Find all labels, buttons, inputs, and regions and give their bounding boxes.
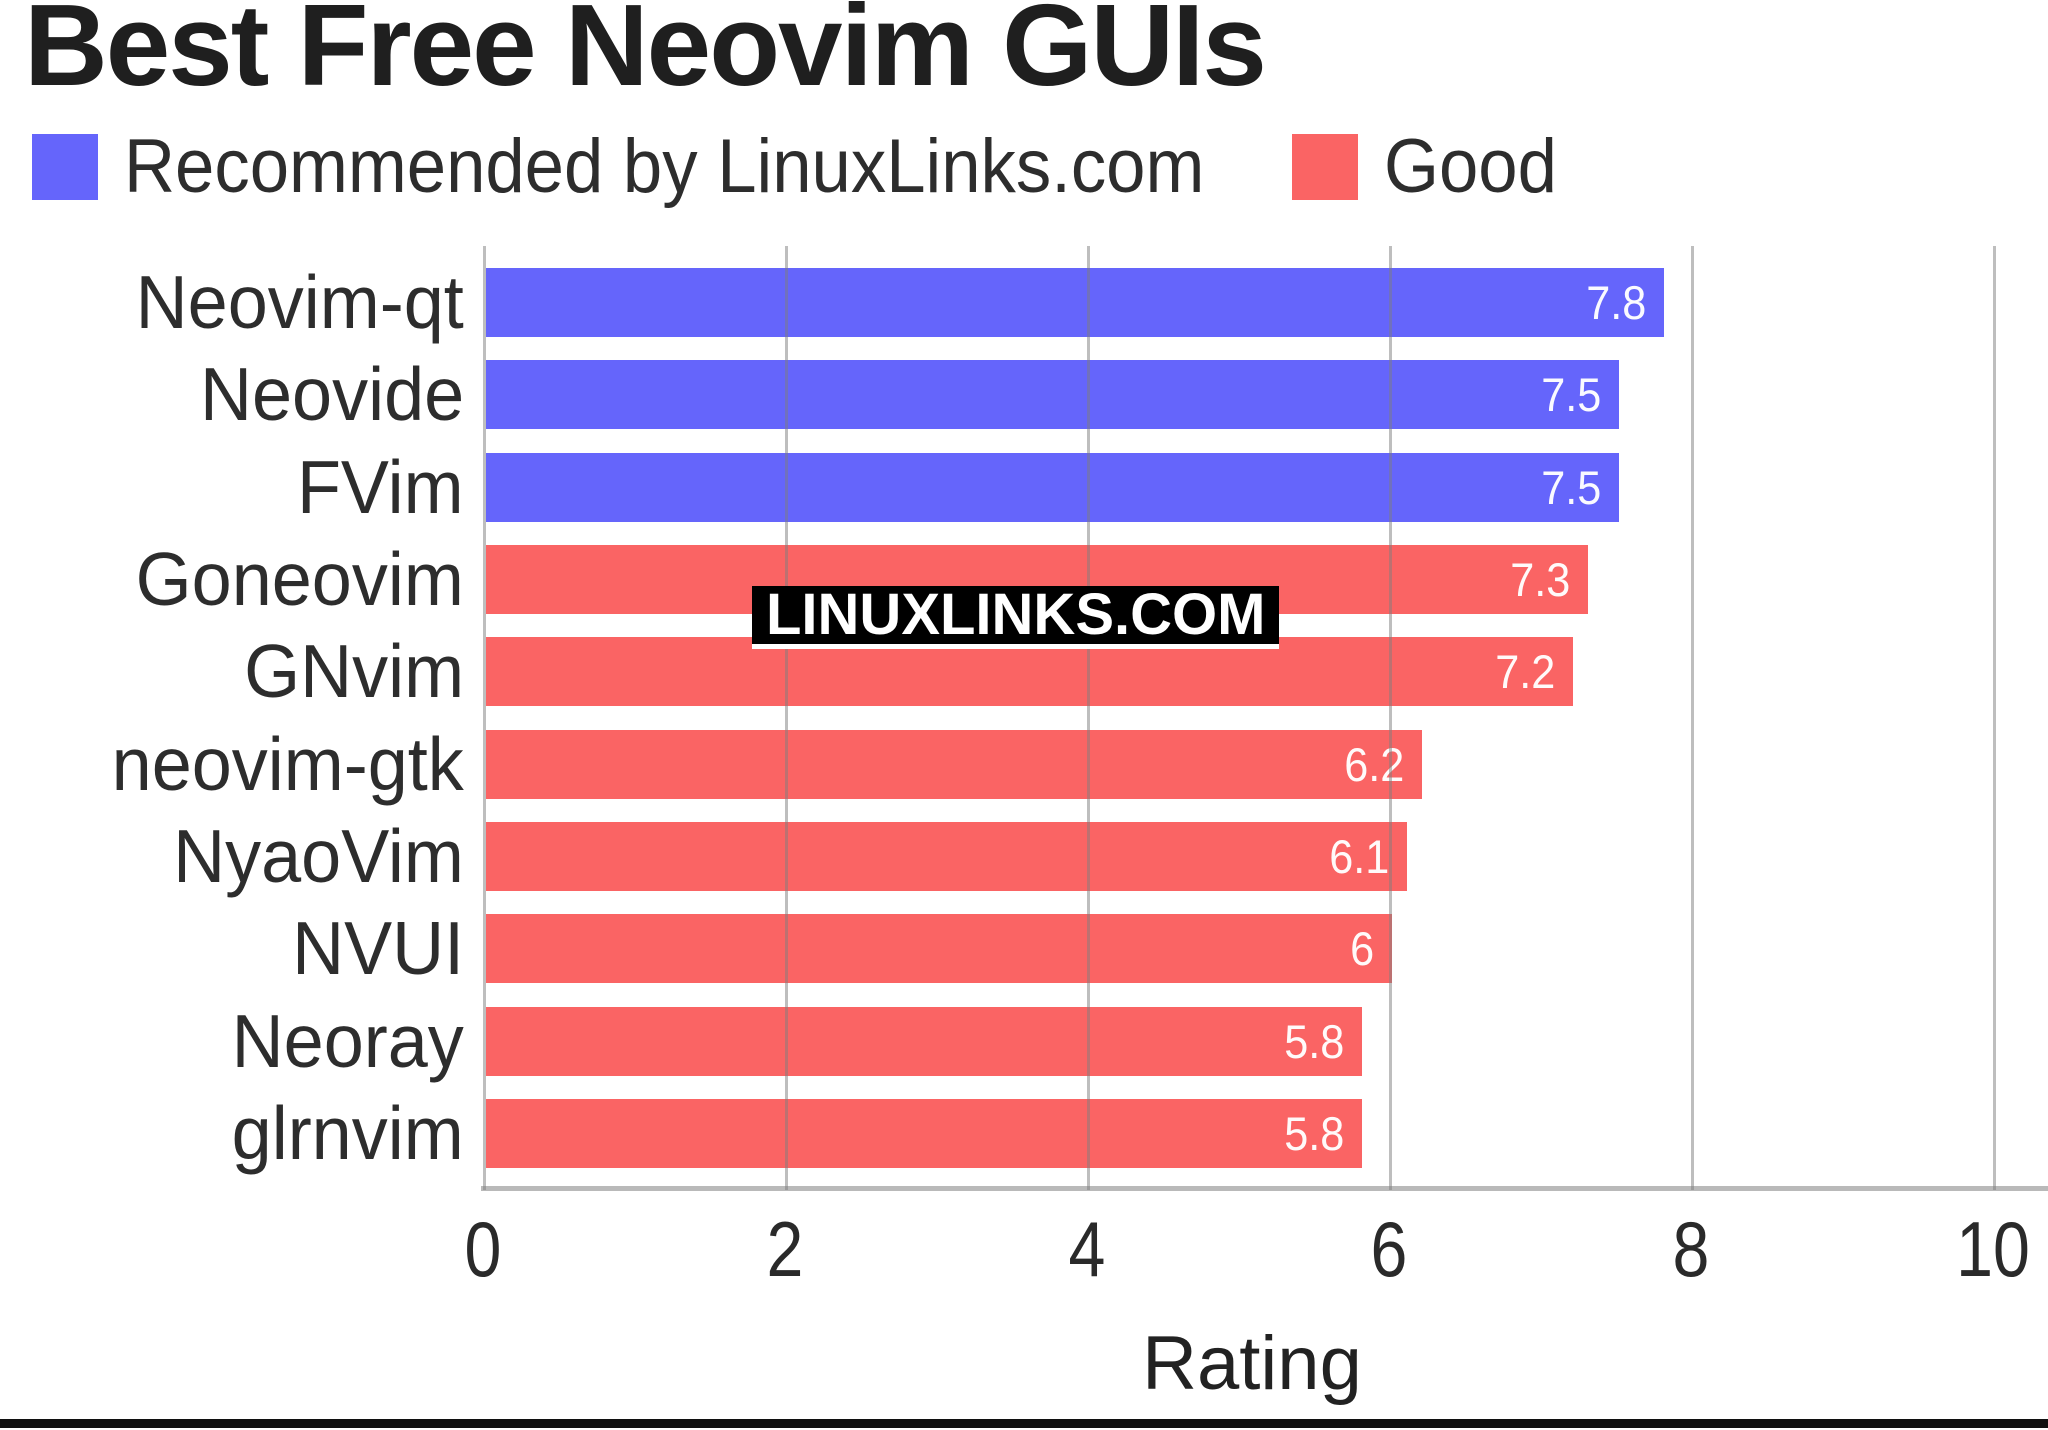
x-axis-title: Rating bbox=[1142, 1321, 1362, 1406]
x-tick-label: 4 bbox=[1068, 1205, 1106, 1293]
category-label: FVim bbox=[297, 445, 464, 529]
bar-value-label: 7.3 bbox=[1509, 553, 1570, 606]
gridline bbox=[785, 246, 788, 1190]
category-label: glrnvim bbox=[231, 1091, 464, 1175]
bar: 7.5 bbox=[486, 360, 1619, 429]
bar-value-label: 6 bbox=[1349, 922, 1374, 975]
category-label: Goneovim bbox=[135, 537, 464, 621]
footer-bar bbox=[0, 1419, 2048, 1428]
x-tick-label: 8 bbox=[1672, 1205, 1710, 1293]
bar-value-label: 6.2 bbox=[1343, 738, 1404, 791]
category-label: NVUI bbox=[291, 906, 464, 990]
gridline bbox=[1691, 246, 1694, 1190]
category-label: Neovide bbox=[199, 352, 464, 436]
bar: 7.5 bbox=[486, 453, 1619, 522]
bar-value-label: 6.1 bbox=[1328, 830, 1389, 883]
category-label: NyaoVim bbox=[173, 814, 464, 898]
bar: 6.2 bbox=[486, 730, 1422, 799]
x-tick-label: 0 bbox=[464, 1205, 502, 1293]
gridline bbox=[1389, 246, 1392, 1190]
bar-value-label: 7.5 bbox=[1540, 461, 1601, 514]
gridline bbox=[1087, 246, 1090, 1190]
category-label: neovim-gtk bbox=[111, 722, 464, 806]
bar-value-label: 7.5 bbox=[1540, 368, 1601, 421]
category-label: Neovim-qt bbox=[135, 260, 464, 344]
bar: 6.1 bbox=[486, 822, 1407, 891]
bar: 7.8 bbox=[486, 268, 1664, 337]
bar-value-label: 5.8 bbox=[1283, 1015, 1344, 1068]
x-tick-label: 6 bbox=[1370, 1205, 1408, 1293]
watermark: LINUXLINKS.COM bbox=[752, 586, 1280, 649]
bar-value-label: 7.8 bbox=[1585, 276, 1646, 329]
x-axis-line bbox=[481, 1186, 2048, 1191]
bar: 5.8 bbox=[486, 1099, 1362, 1168]
category-label: GNvim bbox=[244, 629, 464, 713]
x-tick-label: 10 bbox=[1956, 1205, 2030, 1293]
legend-label-good: Good bbox=[1384, 124, 1557, 209]
gridline bbox=[483, 246, 486, 1190]
bar: 5.8 bbox=[486, 1007, 1362, 1076]
x-tick-label: 2 bbox=[766, 1205, 804, 1293]
legend-label-recommended: Recommended by LinuxLinks.com bbox=[124, 124, 1205, 209]
bar-value-label: 5.8 bbox=[1283, 1107, 1344, 1160]
legend-swatch-recommended bbox=[32, 134, 98, 200]
gridline bbox=[1993, 246, 1996, 1190]
legend-swatch-good bbox=[1292, 134, 1358, 200]
bar: 6 bbox=[486, 914, 1392, 983]
category-label: Neoray bbox=[231, 999, 464, 1083]
chart-title: Best Free Neovim GUIs bbox=[24, 0, 1267, 110]
bar-value-label: 7.2 bbox=[1494, 645, 1555, 698]
